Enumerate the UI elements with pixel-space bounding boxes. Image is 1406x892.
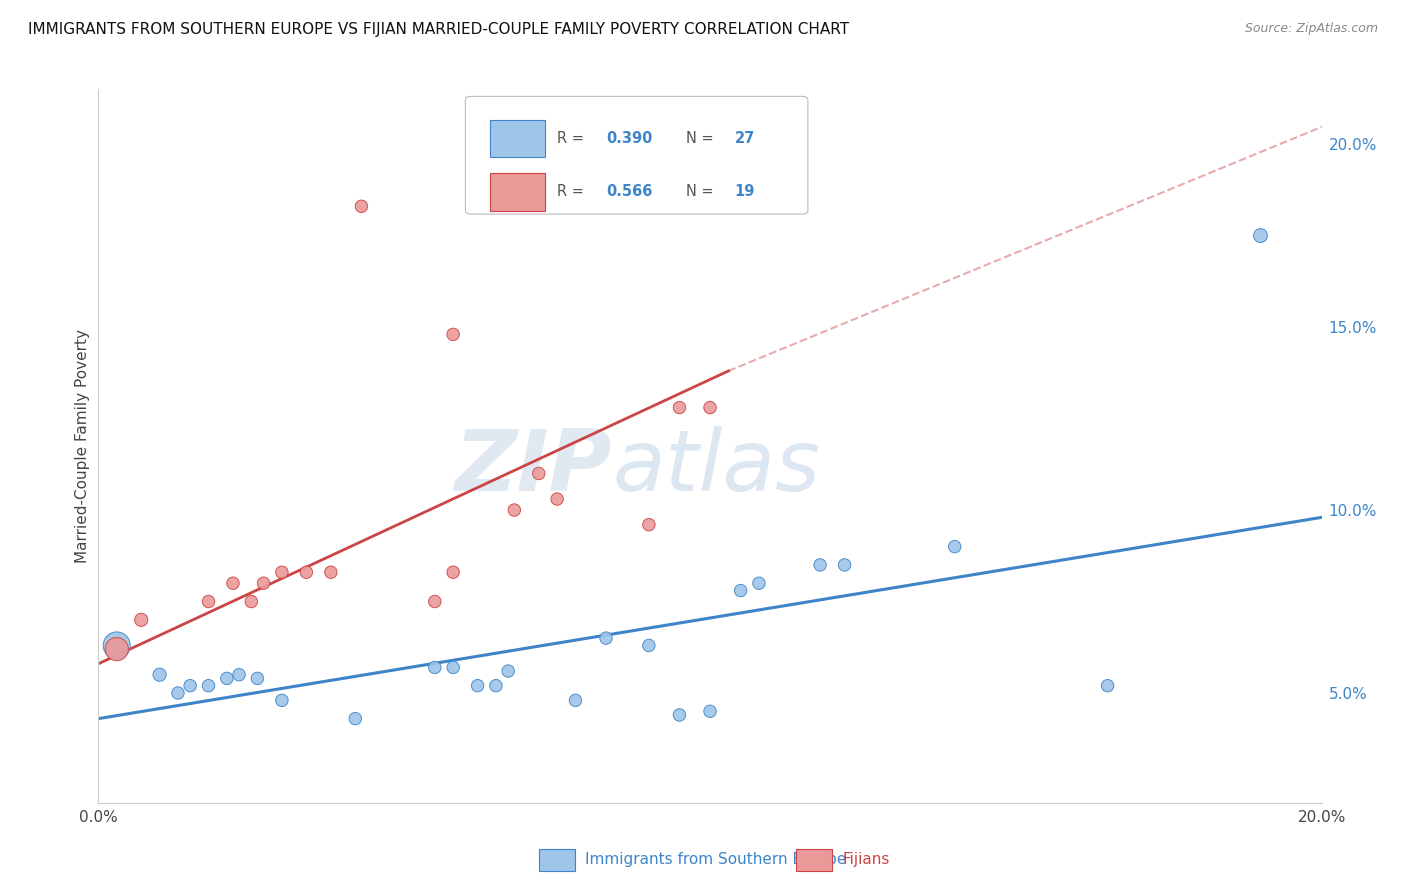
Point <box>1097 679 1119 693</box>
Text: IMMIGRANTS FROM SOUTHERN EUROPE VS FIJIAN MARRIED-COUPLE FAMILY POVERTY CORRELAT: IMMIGRANTS FROM SOUTHERN EUROPE VS FIJIA… <box>28 22 849 37</box>
Point <box>344 712 367 726</box>
Text: 19: 19 <box>734 185 755 200</box>
Text: ZIP: ZIP <box>454 425 612 509</box>
Point <box>699 704 721 718</box>
Point <box>167 686 190 700</box>
Point <box>496 664 519 678</box>
Point <box>105 639 128 653</box>
Text: N =: N = <box>686 131 718 146</box>
Point <box>149 667 172 681</box>
Point <box>270 693 292 707</box>
Point <box>129 613 152 627</box>
Point <box>222 576 245 591</box>
Text: 0.566: 0.566 <box>606 185 652 200</box>
Point <box>668 401 690 415</box>
Point <box>423 660 446 674</box>
Text: 27: 27 <box>734 131 755 146</box>
Point <box>637 639 661 653</box>
Point <box>485 679 508 693</box>
Bar <box>538 849 575 871</box>
Text: atlas: atlas <box>612 425 820 509</box>
Point <box>441 660 464 674</box>
Point <box>748 576 770 591</box>
Bar <box>489 173 546 211</box>
Y-axis label: Married-Couple Family Poverty: Married-Couple Family Poverty <box>75 329 90 563</box>
Point <box>441 566 464 580</box>
Point <box>527 467 550 481</box>
Point <box>105 642 128 657</box>
Point <box>808 558 831 572</box>
Point <box>637 517 661 532</box>
Point <box>228 667 250 681</box>
Point <box>546 491 568 506</box>
Text: 0.390: 0.390 <box>606 131 652 146</box>
Point <box>834 558 856 572</box>
Point <box>252 576 274 591</box>
Text: R =: R = <box>557 131 589 146</box>
Point <box>943 540 966 554</box>
Point <box>270 566 292 580</box>
Point <box>699 401 721 415</box>
Point <box>246 672 269 686</box>
Point <box>730 583 752 598</box>
Point <box>441 327 464 342</box>
FancyBboxPatch shape <box>465 96 808 214</box>
Text: Fijians: Fijians <box>842 853 890 867</box>
Bar <box>796 849 832 871</box>
Point <box>295 566 318 580</box>
Point <box>215 672 238 686</box>
Point <box>197 679 219 693</box>
Text: Immigrants from Southern Europe: Immigrants from Southern Europe <box>585 853 846 867</box>
Bar <box>489 120 546 157</box>
Point <box>503 503 526 517</box>
Point <box>423 594 446 608</box>
Point <box>595 631 617 645</box>
Point <box>1249 228 1271 243</box>
Text: Source: ZipAtlas.com: Source: ZipAtlas.com <box>1244 22 1378 36</box>
Point <box>467 679 489 693</box>
Point <box>564 693 586 707</box>
Text: N =: N = <box>686 185 718 200</box>
Point <box>240 594 263 608</box>
Point <box>197 594 219 608</box>
Point <box>350 199 373 213</box>
Point <box>179 679 201 693</box>
Point <box>668 708 690 723</box>
Point <box>319 566 342 580</box>
Text: R =: R = <box>557 185 589 200</box>
